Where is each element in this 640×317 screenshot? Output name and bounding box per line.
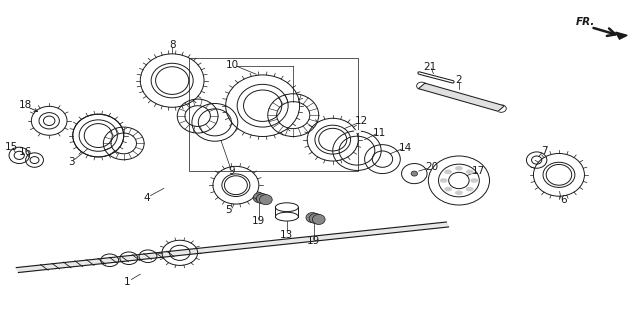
Text: 4: 4 bbox=[143, 193, 150, 203]
Text: 9: 9 bbox=[228, 166, 236, 176]
Circle shape bbox=[456, 167, 462, 170]
Ellipse shape bbox=[411, 171, 417, 176]
Circle shape bbox=[467, 170, 473, 173]
Text: 19: 19 bbox=[252, 216, 265, 226]
Text: 19: 19 bbox=[307, 236, 320, 246]
Ellipse shape bbox=[306, 212, 319, 223]
Text: 21: 21 bbox=[423, 62, 436, 72]
Polygon shape bbox=[16, 222, 449, 273]
Text: 6: 6 bbox=[560, 195, 567, 205]
Text: 5: 5 bbox=[225, 205, 232, 215]
Polygon shape bbox=[419, 83, 504, 111]
Text: 17: 17 bbox=[472, 166, 484, 176]
Text: 20: 20 bbox=[425, 162, 438, 172]
Text: 18: 18 bbox=[19, 100, 32, 110]
Text: 7: 7 bbox=[541, 146, 548, 156]
Text: 11: 11 bbox=[373, 128, 387, 138]
Ellipse shape bbox=[259, 195, 272, 205]
Circle shape bbox=[440, 179, 447, 182]
Ellipse shape bbox=[312, 214, 325, 224]
Text: 2: 2 bbox=[456, 75, 462, 85]
Ellipse shape bbox=[309, 213, 322, 223]
Polygon shape bbox=[616, 32, 627, 39]
Text: 3: 3 bbox=[68, 157, 75, 167]
Text: FR.: FR. bbox=[576, 16, 596, 27]
Text: 13: 13 bbox=[280, 230, 294, 240]
Circle shape bbox=[471, 179, 477, 182]
Circle shape bbox=[445, 188, 451, 191]
Text: 16: 16 bbox=[19, 147, 32, 157]
Circle shape bbox=[456, 191, 462, 194]
Text: 1: 1 bbox=[124, 277, 131, 287]
Text: 8: 8 bbox=[169, 40, 175, 50]
Text: 12: 12 bbox=[355, 116, 368, 126]
Text: 10: 10 bbox=[225, 60, 239, 70]
Circle shape bbox=[467, 188, 473, 191]
Ellipse shape bbox=[253, 193, 266, 203]
Text: 15: 15 bbox=[4, 142, 17, 152]
Ellipse shape bbox=[256, 194, 269, 204]
Circle shape bbox=[445, 170, 451, 173]
Text: 14: 14 bbox=[399, 143, 412, 152]
